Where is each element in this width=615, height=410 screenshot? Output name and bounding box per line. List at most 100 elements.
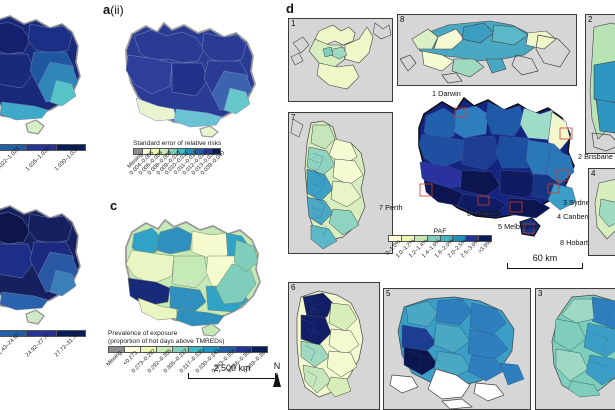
legend-bar-a-ii: [133, 148, 221, 155]
legend-paf-swatch-5: [453, 236, 467, 241]
legend-ticks-a-i: 9–1.0211.021–1.0221.022–1.0251.025–1.030…: [0, 146, 86, 191]
map-panel-b: [0, 196, 88, 326]
city-label-3-sydney: 3 Sydney: [563, 198, 594, 207]
scalebar-inset: 60 km: [507, 253, 583, 269]
legend-c-swatch-1: [124, 347, 141, 352]
legend-title-a-i: crease: [0, 136, 86, 144]
inset-map-3-sydney[interactable]: 3: [535, 288, 615, 410]
panel-label-a-ii: a(ii): [103, 2, 124, 17]
legend-bar-paf: [388, 235, 492, 242]
legend-a-ii-swatch-9: [212, 149, 221, 154]
legend-a-ii-swatch-6: [186, 149, 195, 154]
panel-label-c-letter: c: [110, 198, 118, 213]
legend-c-tick-0: Missing: [105, 350, 124, 368]
legend-c-swatch-7: [220, 347, 237, 352]
legend-b-tick-4: 27.72–31.72: [54, 332, 81, 359]
legend-title-c-line1: Prevalence of exposure: [108, 330, 178, 337]
city-label-7-perth: 7 Perth: [379, 203, 403, 212]
panel-label-a-letter: a: [103, 2, 111, 17]
map-panel-c: [108, 212, 273, 337]
inset-map-5-melbourne[interactable]: 5: [383, 288, 531, 410]
legend-a-i-swatch-2: [0, 145, 28, 150]
legend-b-swatch-3: [27, 331, 57, 336]
north-arrow-triangle: [273, 372, 281, 387]
legend-a-ii-swatch-1: [142, 149, 152, 154]
inset-map-6-adelaide[interactable]: 6: [288, 282, 380, 410]
legend-bar-a-i: [0, 144, 86, 151]
map-panel-a-ii: [110, 16, 265, 138]
legend-paf-swatch-6: [466, 236, 480, 241]
legend-paf-swatch-4: [440, 236, 454, 241]
legend-ticks-b: –20.8320.83–22.4322.43–24.9224.92–27.722…: [0, 332, 86, 377]
city-label-1-darwin: 1 Darwin: [432, 89, 461, 98]
scalebar-main-bar: [188, 373, 276, 379]
inset-number-8: 8: [400, 15, 405, 24]
legend-a-i-tick-3: 1.025–1.030: [24, 146, 51, 173]
legend-bar-c: [108, 346, 268, 353]
legend-bar-b: [0, 330, 86, 337]
scalebar-main-label: 2,500 km: [213, 363, 251, 373]
city-label-8-hobart: 8 Hobart: [560, 238, 588, 247]
inset-number-5: 5: [386, 289, 391, 298]
legend-c-swatch-6: [204, 347, 221, 352]
city-label-6-adelaide: 6 Adelaide: [467, 209, 502, 218]
panel-label-d-letter: d: [286, 1, 294, 16]
panel-label-a-sub: (ii): [110, 3, 124, 17]
legend-c-swatch-5: [188, 347, 205, 352]
city-label-5-melbourne: 5 Melbourne: [498, 222, 539, 231]
legend-panel-a-i: crease 9–1.0211.021–1.0221.022–1.0251.02…: [0, 136, 86, 191]
legend-title-paf: PAF: [433, 228, 447, 235]
legend-a-ii-swatch-4: [168, 149, 178, 154]
legend-panel-c: Prevalence of exposure (proportion of ho…: [105, 330, 270, 393]
legend-panel-b: –20.8320.83–22.4322.43–24.9224.92–27.722…: [0, 330, 86, 377]
legend-paf-swatch-2: [414, 236, 428, 241]
legend-paf-swatch-1: [401, 236, 415, 241]
city-label-2-brisbane: 2 Brisbane: [578, 152, 613, 161]
legend-a-ii-swatch-8: [203, 149, 213, 154]
panel-label-d: d: [286, 1, 294, 16]
legend-ticks-paf: 0–1.0% 1.0–1.2% 1.2–1.4% 1.4–1.6% 1.6–2.0% 2.…: [384, 238, 492, 282]
legend-ticks-a-ii: Missing 0.004–0.006 0.006–0.008 0.008–0.009…: [127, 150, 226, 195]
inset-number-7: 7: [291, 113, 296, 122]
legend-b-tick-2: 22.43–24.92: [0, 332, 22, 359]
panel-label-c: c: [110, 198, 117, 213]
north-arrow: N: [268, 362, 286, 387]
inset-map-7-perth[interactable]: 7: [288, 112, 393, 254]
legend-paf-swatch-0: [389, 236, 402, 241]
legend-paf-swatch-7: [479, 236, 491, 241]
legend-c-swatch-8: [236, 347, 253, 352]
inset-number-1: 1: [291, 19, 296, 28]
legend-b-swatch-2: [0, 331, 28, 336]
legend-a-ii-swatch-3: [160, 149, 169, 154]
scalebar-inset-label: 60 km: [532, 253, 558, 263]
legend-c-swatch-2: [140, 347, 157, 352]
legend-a-ii-swatch-2: [151, 149, 161, 154]
inset-map-1-darwin[interactable]: 1: [288, 18, 393, 102]
legend-panel-d-paf: PAF 0–1.0% 1.0–1.2% 1.2–1.4% 1.4–1.6% 1.6–2.…: [384, 228, 492, 282]
legend-panel-a-ii: Standard error of relative risks Missing…: [127, 140, 226, 195]
legend-paf-swatch-3: [427, 236, 441, 241]
inset-number-4: 4: [591, 169, 596, 178]
inset-number-2: 2: [588, 15, 593, 24]
legend-title-a-ii: Standard error of relative risks: [133, 140, 222, 147]
legend-a-ii-swatch-5: [177, 149, 187, 154]
inset-number-6: 6: [291, 283, 296, 292]
map-panel-a-i: [0, 6, 88, 136]
legend-a-i-tick-4: 1.030–1.038: [54, 146, 81, 173]
map-panel-d-main: [398, 88, 588, 238]
legend-a-i-swatch-3: [27, 145, 57, 150]
legend-c-swatch-0: [109, 347, 125, 352]
inset-map-8-hobart[interactable]: 8: [397, 14, 577, 86]
legend-c-swatch-4: [172, 347, 189, 352]
legend-c-swatch-9: [252, 347, 268, 352]
legend-b-swatch-4: [56, 331, 86, 336]
inset-map-2-brisbane[interactable]: 2: [585, 14, 615, 154]
north-arrow-label: N: [273, 361, 281, 371]
legend-a-i-swatch-4: [56, 145, 86, 150]
legend-a-ii-swatch-0: [134, 149, 143, 154]
legend-b-tick-3: 24.92–27.72: [24, 332, 51, 359]
legend-c-swatch-3: [156, 347, 173, 352]
inset-map-4-canberra[interactable]: 4: [588, 168, 615, 256]
inset-number-3: 3: [538, 289, 543, 298]
